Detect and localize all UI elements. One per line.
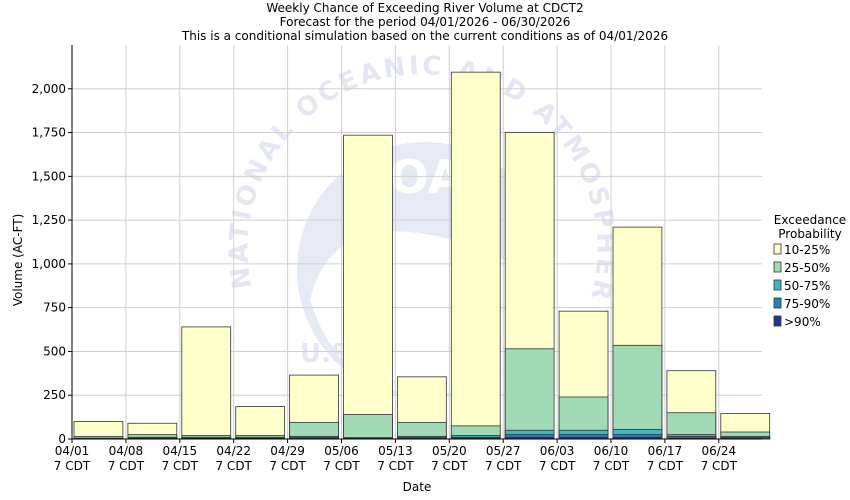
legend-label-0: 10-25%	[784, 243, 830, 257]
y-tick-label-7: 1,750	[32, 126, 66, 140]
bar-group-05/20	[450, 71, 501, 440]
bar-group-04/15	[181, 326, 232, 440]
bar-group-04/22	[235, 406, 285, 440]
x-tick-sublabel-05/13: 7 CDT	[377, 459, 414, 473]
x-tick-label-04/22: 04/22	[216, 444, 251, 458]
legend-swatch-4	[773, 315, 782, 327]
bar-group-04/01	[73, 421, 124, 440]
y-axis-label: Volume (AC-FT)	[11, 214, 25, 307]
bar-25-50%-06/10	[612, 344, 663, 440]
legend-swatch-3	[773, 297, 782, 309]
x-tick-sublabel-06/24: 7 CDT	[701, 459, 738, 473]
y-tick-label-5: 1,250	[32, 213, 66, 227]
bar-group-04/08	[127, 422, 178, 440]
x-tick-label-04/29: 04/29	[270, 444, 305, 458]
x-tick-label-06/10: 06/10	[594, 444, 629, 458]
x-tick-label-05/13: 05/13	[378, 444, 413, 458]
x-tick-sublabel-04/01: 7 CDT	[54, 459, 91, 473]
x-tick-label-04/01: 04/01	[55, 444, 90, 458]
y-tick-label-2: 500	[43, 344, 66, 358]
x-tick-sublabel-05/06: 7 CDT	[323, 459, 360, 473]
y-tick-label-3: 750	[43, 301, 66, 315]
x-tick-label-06/24: 06/24	[702, 444, 737, 458]
x-tick-sublabel-06/03: 7 CDT	[539, 459, 576, 473]
legend-label-3: 75-90%	[784, 297, 830, 311]
legend-label-2: 50-75%	[784, 279, 830, 293]
legend-swatch-0	[773, 243, 782, 255]
y-axis-ticks: 0 250 500 750 1,000 1,250 1,500 1,750 2,000	[32, 82, 72, 446]
x-tick-sublabel-04/29: 7 CDT	[269, 459, 306, 473]
chart-subtitle-period: Forecast for the period 04/01/2026 - 06/…	[279, 15, 571, 29]
bar-group-05/13	[396, 376, 447, 440]
x-tick-label-06/03: 06/03	[540, 444, 575, 458]
x-axis-label: Date	[403, 480, 432, 494]
legend-swatch-2	[773, 279, 782, 291]
chart-title: Weekly Chance of Exceeding River Volume …	[266, 1, 584, 15]
x-tick-sublabel-04/15: 7 CDT	[162, 459, 199, 473]
x-tick-sublabel-05/20: 7 CDT	[431, 459, 468, 473]
x-tick-label-05/06: 05/06	[324, 444, 359, 458]
bar-group-04/29	[289, 374, 339, 440]
bar-group-06/03	[558, 310, 609, 440]
x-tick-label-06/17: 06/17	[648, 444, 683, 458]
x-tick-label-04/08: 04/08	[109, 444, 144, 458]
y-tick-label-6: 1,500	[32, 169, 66, 183]
bar-10-25%-04/22	[235, 406, 285, 440]
legend-swatch-1	[773, 261, 782, 273]
y-tick-label-0: 0	[58, 432, 66, 446]
bar-25-50%-05/27	[504, 348, 555, 440]
bar-10-25%-05/20	[450, 71, 501, 440]
bar-10-25%-04/15	[181, 326, 232, 440]
x-tick-sublabel-06/10: 7 CDT	[593, 459, 630, 473]
legend-title-line-2: Probability	[778, 227, 841, 241]
bar-group-05/27	[504, 132, 555, 440]
legend-label-1: 25-50%	[784, 261, 830, 275]
bar-group-06/17	[666, 370, 717, 440]
x-tick-sublabel-04/22: 7 CDT	[215, 459, 252, 473]
y-tick-label-8: 2,000	[32, 82, 66, 96]
x-tick-sublabel-04/08: 7 CDT	[108, 459, 145, 473]
x-tick-label-05/27: 05/27	[486, 444, 521, 458]
legend-title-line-1: Exceedance	[774, 213, 846, 227]
bar-25-50%-05/06	[343, 414, 393, 440]
x-tick-label-04/15: 04/15	[163, 444, 198, 458]
x-tick-label-05/20: 05/20	[432, 444, 467, 458]
bar-group-06/24	[720, 413, 771, 440]
x-tick-sublabel-05/27: 7 CDT	[485, 459, 522, 473]
bar-group-06/10	[612, 226, 663, 440]
x-tick-sublabel-06/17: 7 CDT	[647, 459, 684, 473]
legend-label-4: >90%	[784, 315, 821, 329]
y-tick-label-1: 250	[43, 388, 66, 402]
axes	[71, 45, 762, 440]
bar-group-05/06	[343, 134, 393, 440]
chart-subtitle-conditions: This is a conditional simulation based o…	[181, 29, 669, 43]
y-tick-label-4: 1,000	[32, 257, 66, 271]
bar-10-25%-05/06	[343, 134, 393, 440]
